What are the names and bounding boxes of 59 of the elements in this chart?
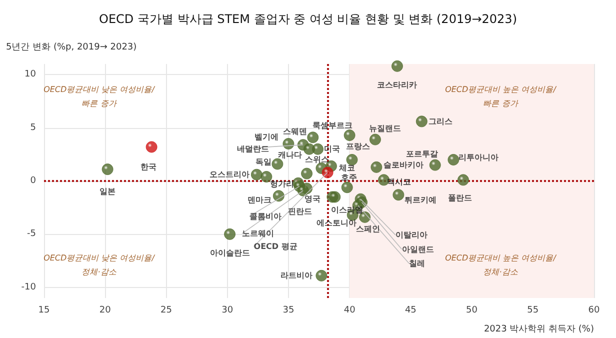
annotation: 리투아니아 xyxy=(458,153,498,162)
annotation: OECD 평균 xyxy=(254,242,298,251)
x-tick-label: 55 xyxy=(527,306,539,316)
annotation: 스웨덴 xyxy=(282,126,307,136)
y-tick-label: -10 xyxy=(21,282,36,292)
annotation: 오스트리아 xyxy=(210,170,250,180)
annotation: 프랑스 xyxy=(346,142,370,152)
x-tick-label: 30 xyxy=(222,306,234,316)
annotation: OECD평균대비 낮은 여성비율/ 정체·감소 xyxy=(44,254,156,277)
annotation: 헝가리 xyxy=(270,180,294,189)
x-tick-label: 25 xyxy=(160,306,172,316)
x-axis-title: 2023 박사학위 취득자 (%) xyxy=(484,324,594,334)
annotation: 룩셈부르크 xyxy=(312,120,353,130)
y-tick-label: 5 xyxy=(30,122,36,133)
x-tick-label: 50 xyxy=(466,306,478,316)
annotation: 에스토니아 xyxy=(316,218,357,228)
annotation: 노르웨이 xyxy=(242,229,274,238)
annotation: 덴마크 xyxy=(248,195,272,204)
annotation: 이탈리아 xyxy=(396,230,428,240)
annotation: 아이슬란드 xyxy=(210,248,250,258)
annotation: 네덜란드 xyxy=(237,144,270,154)
y-tick-label: 10 xyxy=(24,70,36,80)
x-tick-label: 60 xyxy=(588,306,600,316)
annotation: 핀란드 xyxy=(288,206,312,216)
annotation: OECD평균대비 높은 여성비율/ 정체·감소 xyxy=(445,254,558,277)
annotation: OECD평균대비 높은 여성비율/ 빠른 증가 xyxy=(445,85,558,108)
annotation: 뉴질랜드 xyxy=(369,124,402,134)
annotation: 코스타리카 xyxy=(377,80,418,90)
annotation: 튀르키예 xyxy=(404,195,436,204)
annotation: 멕시코 xyxy=(386,177,411,186)
annotation: 스페인 xyxy=(356,224,380,234)
y-axis-title: 5년간 변화 (%p, 2019→ 2023) xyxy=(6,42,137,52)
x-tick-label: 45 xyxy=(404,306,416,316)
annotation: 미국 xyxy=(324,144,340,154)
x-tick-label: 35 xyxy=(282,306,294,316)
annotation: 칠레 xyxy=(409,258,426,268)
annotation: 캐나다 xyxy=(278,150,302,160)
annotation: 일본 xyxy=(100,186,116,196)
annotation: 슬로바키아 xyxy=(383,160,424,170)
annotation: 체코 xyxy=(338,164,356,173)
annotation: 한국 xyxy=(140,162,157,172)
annotation: 그리스 xyxy=(428,116,453,126)
y-tick-label: 0 xyxy=(30,176,36,186)
x-tick-label: 20 xyxy=(99,306,112,316)
annotation: 라트비아 xyxy=(280,271,312,280)
annotation: 아일랜드 xyxy=(402,244,434,254)
annotation: 호주 xyxy=(341,172,358,182)
annotation: 스위스 xyxy=(304,155,329,164)
annotation: 벨기에 xyxy=(254,132,278,142)
annotation: 폴란드 xyxy=(448,193,472,202)
annotation: OECD평균대비 낮은 여성비율/ 빠른 증가 xyxy=(44,85,156,108)
annotation: 영국 xyxy=(304,194,320,204)
x-tick-label: 40 xyxy=(344,306,356,316)
annotation: 콜롬비아 xyxy=(249,212,282,221)
annotation: 포르투갈 xyxy=(406,150,438,159)
chart-title: OECD 국가별 박사급 STEM 졸업자 중 여성 비율 현황 및 변화 (2019→2023) xyxy=(99,12,517,26)
y-tick-label: -5 xyxy=(27,229,36,240)
annotation: 독일 xyxy=(255,157,272,166)
x-tick-label: 15 xyxy=(38,306,50,316)
